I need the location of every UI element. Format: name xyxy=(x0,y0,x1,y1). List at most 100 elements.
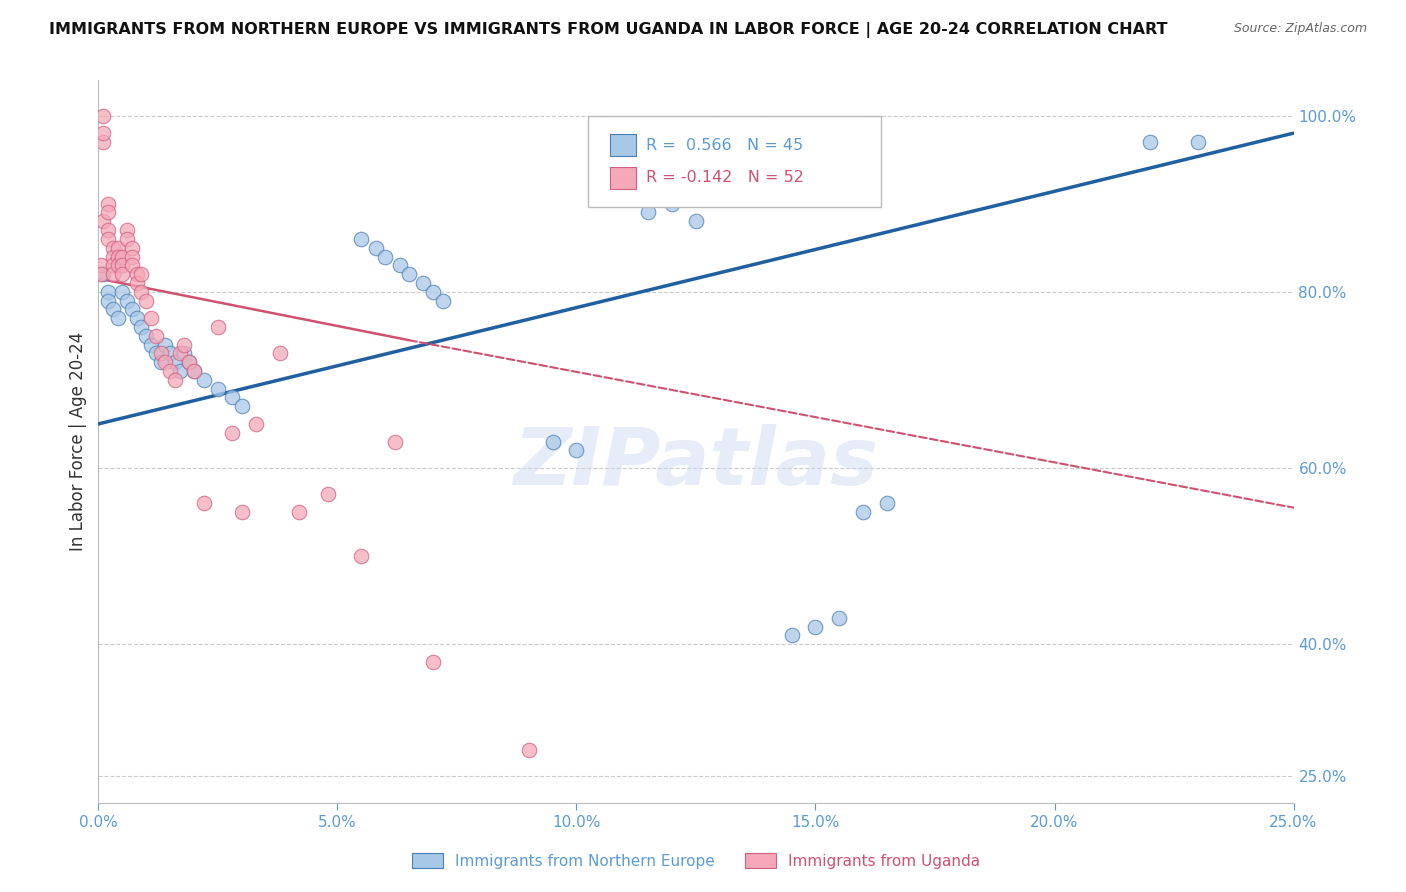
Point xyxy=(541,434,564,449)
Point xyxy=(179,355,201,369)
Point xyxy=(159,346,181,360)
Point xyxy=(121,258,143,272)
Point xyxy=(422,285,444,299)
Point xyxy=(107,311,129,326)
Y-axis label: In Labor Force | Age 20-24: In Labor Force | Age 20-24 xyxy=(69,332,87,551)
Point xyxy=(107,258,129,272)
Point xyxy=(288,505,311,519)
Point xyxy=(91,126,114,140)
Point xyxy=(517,743,540,757)
Point xyxy=(101,258,124,272)
Text: IMMIGRANTS FROM NORTHERN EUROPE VS IMMIGRANTS FROM UGANDA IN LABOR FORCE | AGE 2: IMMIGRANTS FROM NORTHERN EUROPE VS IMMIG… xyxy=(49,22,1168,38)
Point xyxy=(121,302,143,317)
Point xyxy=(780,628,803,642)
Point xyxy=(388,258,411,272)
Point xyxy=(149,355,172,369)
Point xyxy=(101,267,124,281)
Point xyxy=(135,328,157,343)
Point xyxy=(115,223,138,237)
Point xyxy=(828,611,851,625)
Point xyxy=(193,496,215,510)
Point xyxy=(115,293,138,308)
Point xyxy=(1139,135,1161,149)
Point xyxy=(139,337,162,351)
FancyBboxPatch shape xyxy=(589,117,882,207)
Bar xyxy=(610,135,637,156)
Point xyxy=(221,391,243,405)
Point xyxy=(101,241,124,255)
Text: R = -0.142   N = 52: R = -0.142 N = 52 xyxy=(645,170,804,186)
Point xyxy=(876,496,898,510)
Point xyxy=(145,328,167,343)
Point xyxy=(163,355,186,369)
Point xyxy=(107,241,129,255)
Point xyxy=(125,267,148,281)
Point xyxy=(115,232,138,246)
Point xyxy=(179,355,201,369)
Point xyxy=(852,505,875,519)
Point xyxy=(364,241,387,255)
Point xyxy=(169,346,191,360)
Point xyxy=(101,302,124,317)
Point xyxy=(245,417,267,431)
Point xyxy=(1187,135,1209,149)
Point xyxy=(121,250,143,264)
Point xyxy=(111,285,134,299)
Point xyxy=(111,250,134,264)
Point xyxy=(163,373,186,387)
Point xyxy=(231,399,253,413)
Point xyxy=(269,346,291,360)
Point xyxy=(316,487,339,501)
Point xyxy=(135,293,157,308)
Point xyxy=(91,135,114,149)
Point xyxy=(155,337,177,351)
Point xyxy=(121,241,143,255)
Point xyxy=(173,337,195,351)
Point xyxy=(131,267,153,281)
Point xyxy=(97,205,120,219)
Point xyxy=(139,311,162,326)
Point xyxy=(97,293,120,308)
Point xyxy=(91,214,114,228)
Text: R =  0.566   N = 45: R = 0.566 N = 45 xyxy=(645,137,803,153)
Point xyxy=(207,320,229,334)
Point xyxy=(384,434,406,449)
Point xyxy=(97,223,120,237)
Point xyxy=(183,364,205,378)
Point xyxy=(145,346,167,360)
Point xyxy=(101,250,124,264)
Point xyxy=(412,276,434,290)
Point xyxy=(97,196,120,211)
Point xyxy=(432,293,454,308)
Point xyxy=(804,619,827,633)
Bar xyxy=(610,167,637,189)
Point xyxy=(91,109,114,123)
Point xyxy=(97,232,120,246)
Point xyxy=(91,267,114,281)
Point xyxy=(149,346,172,360)
Point xyxy=(350,549,373,563)
Point xyxy=(169,364,191,378)
Text: ZIPatlas: ZIPatlas xyxy=(513,425,879,502)
Point xyxy=(565,443,588,458)
Point xyxy=(159,364,181,378)
Point xyxy=(183,364,205,378)
Point xyxy=(131,320,153,334)
Point xyxy=(125,311,148,326)
Point xyxy=(90,258,112,272)
Legend: Immigrants from Northern Europe, Immigrants from Uganda: Immigrants from Northern Europe, Immigra… xyxy=(406,847,986,875)
Point xyxy=(350,232,373,246)
Point xyxy=(131,285,153,299)
Point xyxy=(111,258,134,272)
Point xyxy=(193,373,215,387)
Text: Source: ZipAtlas.com: Source: ZipAtlas.com xyxy=(1233,22,1367,36)
Point xyxy=(398,267,420,281)
Point xyxy=(173,346,195,360)
Point xyxy=(125,276,148,290)
Point xyxy=(637,205,659,219)
Point xyxy=(661,196,683,211)
Point xyxy=(111,267,134,281)
Point xyxy=(90,267,112,281)
Point xyxy=(231,505,253,519)
Point xyxy=(685,214,707,228)
